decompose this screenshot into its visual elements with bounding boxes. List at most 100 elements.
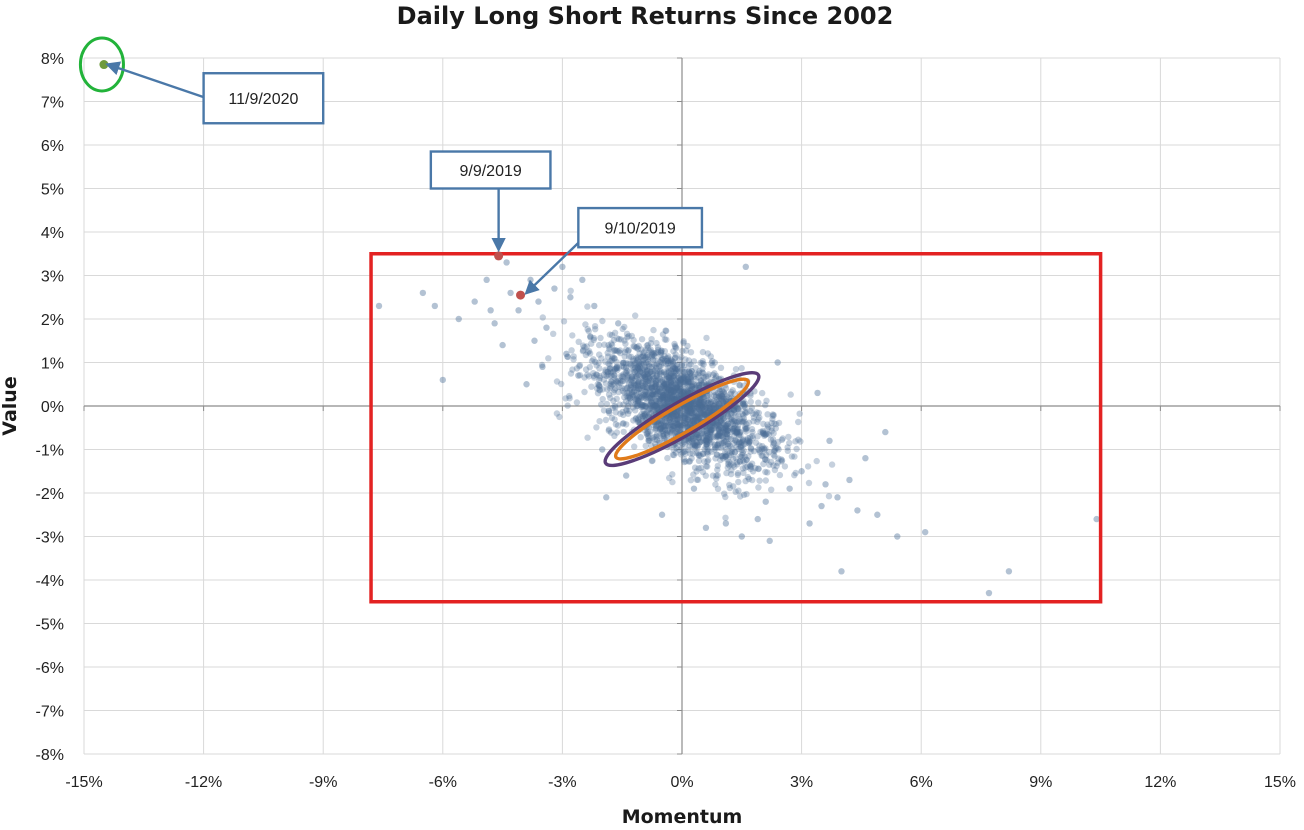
data-point: [677, 422, 684, 429]
data-point: [688, 367, 695, 375]
data-point: [681, 362, 688, 369]
data-point: [742, 409, 749, 417]
data-point: [680, 389, 688, 397]
data-point: [635, 390, 643, 397]
data-point: [720, 429, 727, 436]
data-point: [760, 460, 767, 468]
data-point: [695, 434, 702, 441]
data-point: [658, 425, 665, 432]
data-point: [711, 420, 718, 427]
data-point: [639, 352, 647, 359]
data-point: [686, 458, 694, 465]
data-point: [673, 410, 681, 417]
data-point: [691, 416, 699, 424]
data-point: [699, 450, 707, 457]
data-point: [742, 404, 749, 411]
data-point: [667, 394, 674, 401]
data-point: [717, 429, 724, 436]
data-point-outlier: [862, 455, 869, 462]
data-point: [631, 387, 638, 395]
data-point: [679, 414, 686, 422]
data-point: [617, 379, 624, 386]
data-point: [673, 385, 680, 392]
data-point: [762, 431, 769, 439]
y-tick-label: -2%: [36, 486, 64, 503]
data-point: [647, 394, 654, 401]
data-point: [689, 383, 696, 390]
data-point: [679, 389, 686, 396]
data-point: [674, 421, 682, 428]
data-point: [604, 368, 611, 376]
data-point: [707, 440, 714, 447]
data-point: [613, 395, 620, 402]
data-point: [680, 391, 687, 398]
data-point: [645, 353, 652, 361]
data-point: [615, 364, 622, 371]
data-point: [606, 362, 613, 369]
data-point: [658, 425, 665, 432]
data-point: [682, 458, 689, 465]
data-point: [788, 453, 796, 460]
data-point: [674, 377, 682, 385]
data-point: [661, 395, 669, 402]
data-point: [711, 370, 718, 377]
data-point: [739, 418, 747, 425]
data-point: [664, 423, 671, 430]
data-point: [656, 368, 663, 376]
data-point: [671, 388, 678, 395]
data-point: [679, 375, 687, 383]
data-point: [708, 429, 715, 436]
data-point: [644, 371, 651, 379]
data-point: [706, 407, 713, 414]
data-point: [656, 363, 664, 370]
data-point: [722, 493, 729, 501]
data-point: [736, 429, 744, 436]
data-point: [613, 359, 620, 366]
data-point: [670, 383, 677, 391]
data-point: [667, 359, 674, 367]
data-point: [639, 370, 646, 377]
data-point: [734, 405, 741, 412]
data-point: [587, 334, 594, 341]
data-point: [706, 437, 713, 444]
data-point-outlier: [1005, 568, 1013, 575]
data-point: [710, 405, 717, 413]
data-point: [692, 409, 699, 417]
data-point: [693, 413, 700, 420]
data-point: [643, 353, 650, 360]
data-point: [686, 420, 694, 427]
data-point: [688, 386, 695, 394]
data-point: [628, 373, 635, 380]
data-point: [620, 373, 627, 380]
data-point: [683, 405, 691, 412]
data-point: [735, 445, 742, 453]
data-point: [677, 380, 684, 387]
data-point: [639, 413, 646, 420]
data-point: [657, 425, 664, 432]
data-point: [667, 389, 674, 396]
data-point: [620, 360, 627, 367]
data-point: [658, 421, 665, 428]
data-point: [702, 438, 709, 445]
data-point: [614, 380, 622, 387]
data-point: [711, 375, 718, 383]
data-point: [714, 442, 721, 449]
data-point: [609, 355, 616, 362]
data-point: [751, 447, 758, 455]
data-point: [714, 462, 721, 470]
data-point: [672, 354, 679, 361]
data-point: [608, 340, 615, 347]
data-point: [693, 468, 700, 475]
data-point: [652, 402, 659, 409]
data-point: [737, 431, 744, 438]
data-point: [689, 402, 696, 410]
data-point: [623, 406, 630, 413]
data-point: [661, 386, 669, 393]
data-point: [769, 441, 777, 449]
data-point: [763, 451, 770, 459]
data-point: [645, 437, 652, 444]
data-point: [713, 396, 721, 404]
data-point: [677, 390, 684, 397]
data-point: [699, 404, 706, 411]
data-point: [702, 437, 710, 444]
